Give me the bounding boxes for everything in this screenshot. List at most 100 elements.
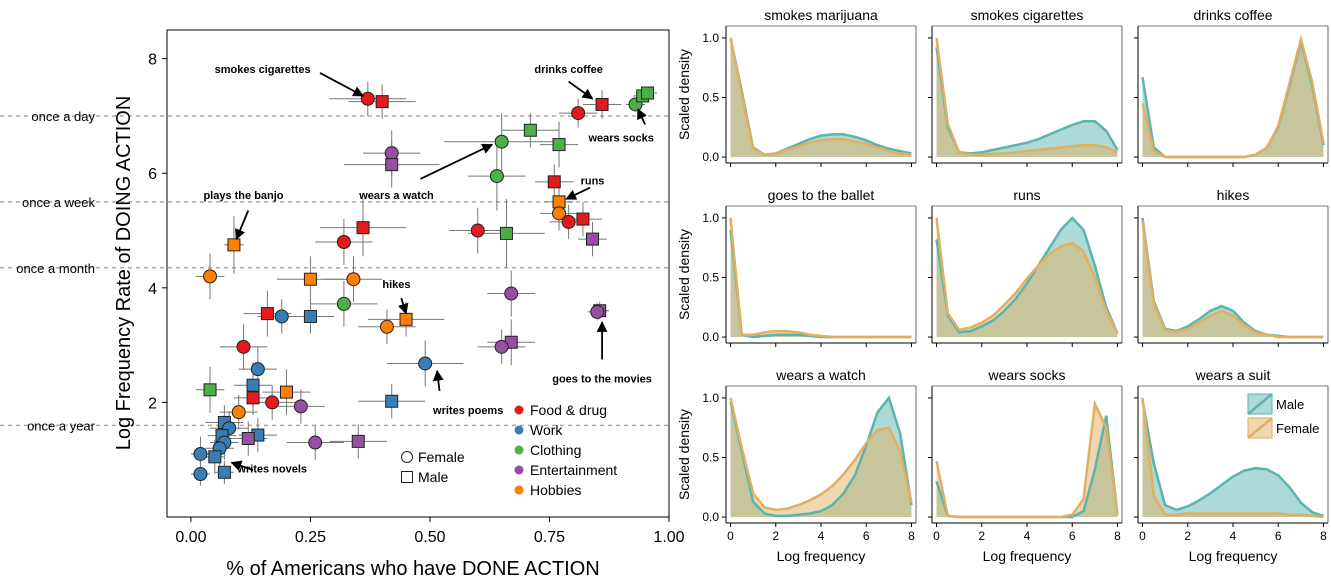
annotation-arrow bbox=[637, 108, 647, 125]
data-point-male bbox=[303, 309, 317, 323]
annotation-label: runs bbox=[581, 176, 605, 188]
density-panel: wears socks 0 2 4 6 8 Log frequency bbox=[928, 367, 1123, 564]
annotation-label: hikes bbox=[382, 279, 410, 291]
panel-x-axis-label: Log frequency bbox=[777, 548, 866, 564]
panel-y-axis-label: Scaled density bbox=[676, 229, 692, 320]
male-density-line bbox=[729, 229, 912, 339]
annotation-label: goes to the movies bbox=[552, 373, 652, 385]
data-point-female bbox=[360, 91, 375, 106]
x-tick-label: 0.00 bbox=[175, 529, 206, 546]
scatter-plot-frame bbox=[166, 29, 670, 518]
density-panel: wears a watch 0 2 4 6 8 0.0 0.5 1.0 Scaled densit… bbox=[676, 367, 917, 564]
panel-x-tick-label: 6 bbox=[863, 529, 870, 543]
panel-title: runs bbox=[1013, 187, 1040, 203]
panel-title: smokes marijuana bbox=[764, 7, 878, 23]
female-density-line bbox=[1141, 397, 1324, 519]
data-point-male bbox=[203, 383, 217, 397]
data-point-male bbox=[227, 238, 241, 252]
female-density-area bbox=[730, 397, 912, 517]
data-point-female bbox=[231, 405, 246, 420]
annotation-label: writes poems bbox=[432, 405, 503, 417]
panel-y-tick-label: 0.5 bbox=[702, 450, 719, 464]
panel-y-tick-label: 0.5 bbox=[702, 90, 719, 104]
panel-title: goes to the ballet bbox=[768, 187, 875, 203]
scatter-points bbox=[193, 86, 654, 482]
male-density-line bbox=[729, 395, 913, 518]
panel-areas bbox=[935, 216, 1119, 337]
reference-line-label: once a year bbox=[27, 418, 96, 433]
legend-swatch-food bbox=[514, 405, 524, 415]
annotation-label: wears socks bbox=[587, 133, 653, 145]
data-point-male bbox=[217, 465, 231, 479]
annotation-arrow bbox=[568, 80, 594, 100]
data-point-female bbox=[336, 234, 351, 249]
panel-areas bbox=[729, 217, 912, 339]
panel-areas bbox=[1141, 217, 1324, 339]
panel-title: wears a suit bbox=[1195, 367, 1271, 383]
data-point-male bbox=[385, 158, 399, 172]
data-point-male bbox=[246, 391, 260, 405]
scatter-y-axis-label: Log Frequency Rate of DOING ACTION bbox=[113, 96, 135, 451]
data-point-female bbox=[571, 106, 586, 121]
data-point-female bbox=[336, 296, 351, 311]
panel-title: hikes bbox=[1217, 187, 1250, 203]
annotation-label: writes novels bbox=[236, 463, 307, 475]
annotation-arrow bbox=[420, 143, 494, 180]
data-point-female bbox=[274, 309, 289, 324]
annotation-label: smokes cigarettes bbox=[215, 64, 311, 76]
panel-y-tick-label: 1.0 bbox=[702, 391, 719, 405]
panel-y-tick-label: 1.0 bbox=[702, 31, 719, 45]
scatter-axes: 0.00 0.25 0.50 0.75 1.00 2 4 6 8 bbox=[148, 52, 685, 546]
male-density-area bbox=[730, 229, 912, 337]
reference-line-label: once a day bbox=[31, 109, 95, 124]
data-point-female bbox=[193, 446, 208, 461]
female-density-area bbox=[936, 403, 1118, 517]
density-panel: hikes bbox=[1134, 187, 1329, 347]
panel-areas bbox=[1141, 397, 1324, 519]
panel-title: wears socks bbox=[987, 367, 1065, 383]
y-tick-label: 8 bbox=[148, 52, 157, 69]
legend-label-work: Work bbox=[530, 422, 563, 438]
panel-y-tick-label: 0.0 bbox=[702, 150, 719, 164]
legend-label-female: Female bbox=[1276, 421, 1319, 436]
x-tick-label: 1.00 bbox=[653, 529, 684, 546]
panel-x-tick-label: 6 bbox=[1275, 529, 1282, 543]
panel-areas bbox=[935, 37, 1119, 157]
legend-swatch-hobbies bbox=[514, 485, 524, 495]
annotation-arrow bbox=[235, 210, 250, 241]
annotation-arrow bbox=[319, 72, 364, 97]
panel-x-tick-label: 2 bbox=[772, 529, 779, 543]
x-tick-label: 0.75 bbox=[534, 529, 565, 546]
data-point-female bbox=[489, 169, 504, 184]
data-point-female bbox=[236, 339, 251, 354]
data-point-male bbox=[576, 212, 590, 226]
density-legend: Male Female bbox=[1247, 393, 1319, 439]
reference-line-label: once a month bbox=[16, 261, 95, 276]
data-point-male bbox=[523, 123, 537, 137]
legend-swatch-line-male bbox=[1247, 393, 1273, 415]
data-point-male bbox=[208, 450, 222, 464]
density-panels-grid: smokes marijuana 0.0 0.5 1.0 Scaled density s… bbox=[676, 7, 1329, 564]
panel-y-axis-label: Scaled density bbox=[676, 409, 692, 500]
data-point-male bbox=[385, 394, 399, 408]
data-point-female bbox=[265, 395, 280, 410]
data-point-male bbox=[552, 138, 566, 152]
data-point-male bbox=[260, 307, 274, 321]
density-panel: wears a suit 0 2 4 6 8 Log frequency Male Female bbox=[1134, 367, 1329, 564]
annotation-arrow bbox=[565, 186, 591, 200]
legend-swatch-line-female bbox=[1247, 417, 1273, 439]
data-point-female bbox=[346, 272, 361, 287]
panel-y-tick-label: 0.0 bbox=[702, 330, 719, 344]
panel-y-axis-label: Scaled density bbox=[676, 49, 692, 140]
female-density-line bbox=[1141, 220, 1324, 339]
annotation-label: plays the banjo bbox=[203, 190, 283, 202]
x-tick-label: 0.50 bbox=[414, 529, 445, 546]
legend-swatch-work bbox=[514, 425, 524, 435]
data-point-male bbox=[241, 432, 255, 446]
density-panel: smokes cigarettes bbox=[928, 7, 1123, 167]
panel-x-tick-label: 4 bbox=[818, 529, 825, 543]
legend-label-clothing: Clothing bbox=[530, 442, 581, 458]
density-panel: drinks coffee bbox=[1134, 7, 1329, 167]
panel-x-tick-label: 8 bbox=[1114, 529, 1121, 543]
